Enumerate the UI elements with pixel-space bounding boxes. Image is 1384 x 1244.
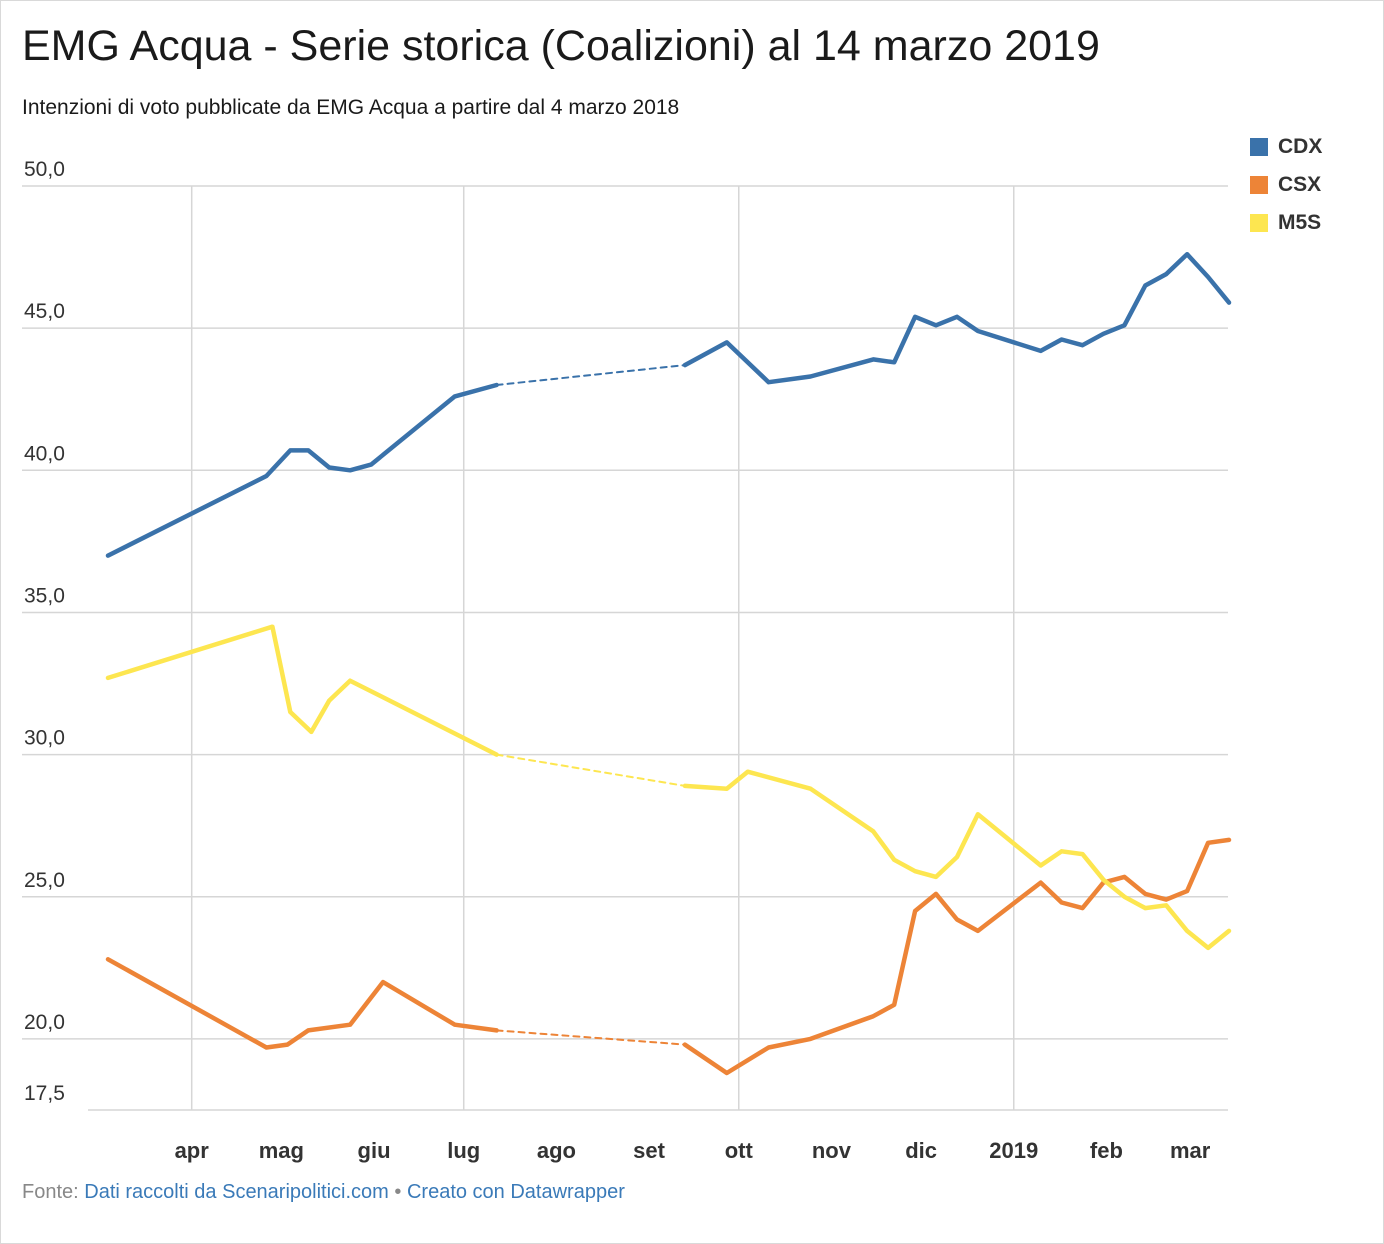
legend-label: CSX	[1278, 173, 1322, 196]
y-tick-label: 17,5	[24, 1082, 65, 1105]
x-tick-label: ago	[537, 1138, 576, 1163]
series-line-gap-csx	[495, 1029, 686, 1046]
x-tick-label: apr	[175, 1138, 210, 1163]
series-line-cdx	[682, 251, 1232, 385]
series-line-m5s	[105, 624, 499, 757]
legend: CDX CSX M5S	[1250, 128, 1322, 242]
legend-swatch	[1250, 214, 1268, 232]
x-tick-label: set	[633, 1138, 665, 1163]
series-line-m5s	[682, 769, 1232, 951]
y-tick-label: 35,0	[24, 584, 65, 607]
series-line-csx	[105, 957, 499, 1050]
x-tick-label: lug	[447, 1138, 480, 1163]
legend-item-cdx: CDX	[1250, 128, 1322, 166]
legend-swatch	[1250, 138, 1268, 156]
x-tick-label: feb	[1090, 1138, 1123, 1163]
series-line-gap-m5s	[495, 753, 686, 787]
footer: Fonte: Dati raccolti da Scenaripolitici.…	[22, 1181, 625, 1204]
legend-label: CDX	[1278, 135, 1323, 158]
source-prefix: Fonte:	[22, 1181, 79, 1203]
series-line-cdx	[105, 382, 499, 558]
x-tick-label: ott	[725, 1138, 754, 1163]
datawrapper-link[interactable]: Creato con Datawrapper	[406, 1181, 625, 1203]
x-tick-label: giu	[358, 1138, 391, 1163]
y-tick-label: 20,0	[24, 1011, 65, 1034]
source-link[interactable]: Dati raccolti da Scenaripolitici.com	[84, 1181, 389, 1203]
legend-item-csx: CSX	[1250, 166, 1322, 204]
y-tick-label: 30,0	[24, 727, 65, 750]
legend-label: M5S	[1278, 211, 1322, 234]
y-tick-label: 40,0	[24, 442, 65, 465]
x-tick-label: 2019	[989, 1138, 1038, 1163]
chart-title: EMG Acqua - Serie storica (Coalizioni) a…	[22, 22, 1100, 70]
series-line-csx	[682, 837, 1232, 1076]
legend-swatch	[1250, 176, 1268, 194]
series-line-gap-cdx	[495, 364, 686, 386]
legend-item-m5s: M5S	[1250, 204, 1322, 242]
footer-separator: •	[394, 1181, 402, 1203]
chart-subtitle: Intenzioni di voto pubblicate da EMG Acq…	[22, 96, 680, 119]
x-tick-label: mag	[259, 1138, 304, 1163]
y-tick-label: 25,0	[24, 869, 65, 892]
x-tick-label: nov	[812, 1138, 852, 1163]
x-tick-label: dic	[905, 1138, 937, 1163]
x-tick-label: mar	[1170, 1138, 1211, 1163]
y-tick-label: 45,0	[24, 300, 65, 323]
y-tick-label: 50,0	[24, 158, 65, 181]
